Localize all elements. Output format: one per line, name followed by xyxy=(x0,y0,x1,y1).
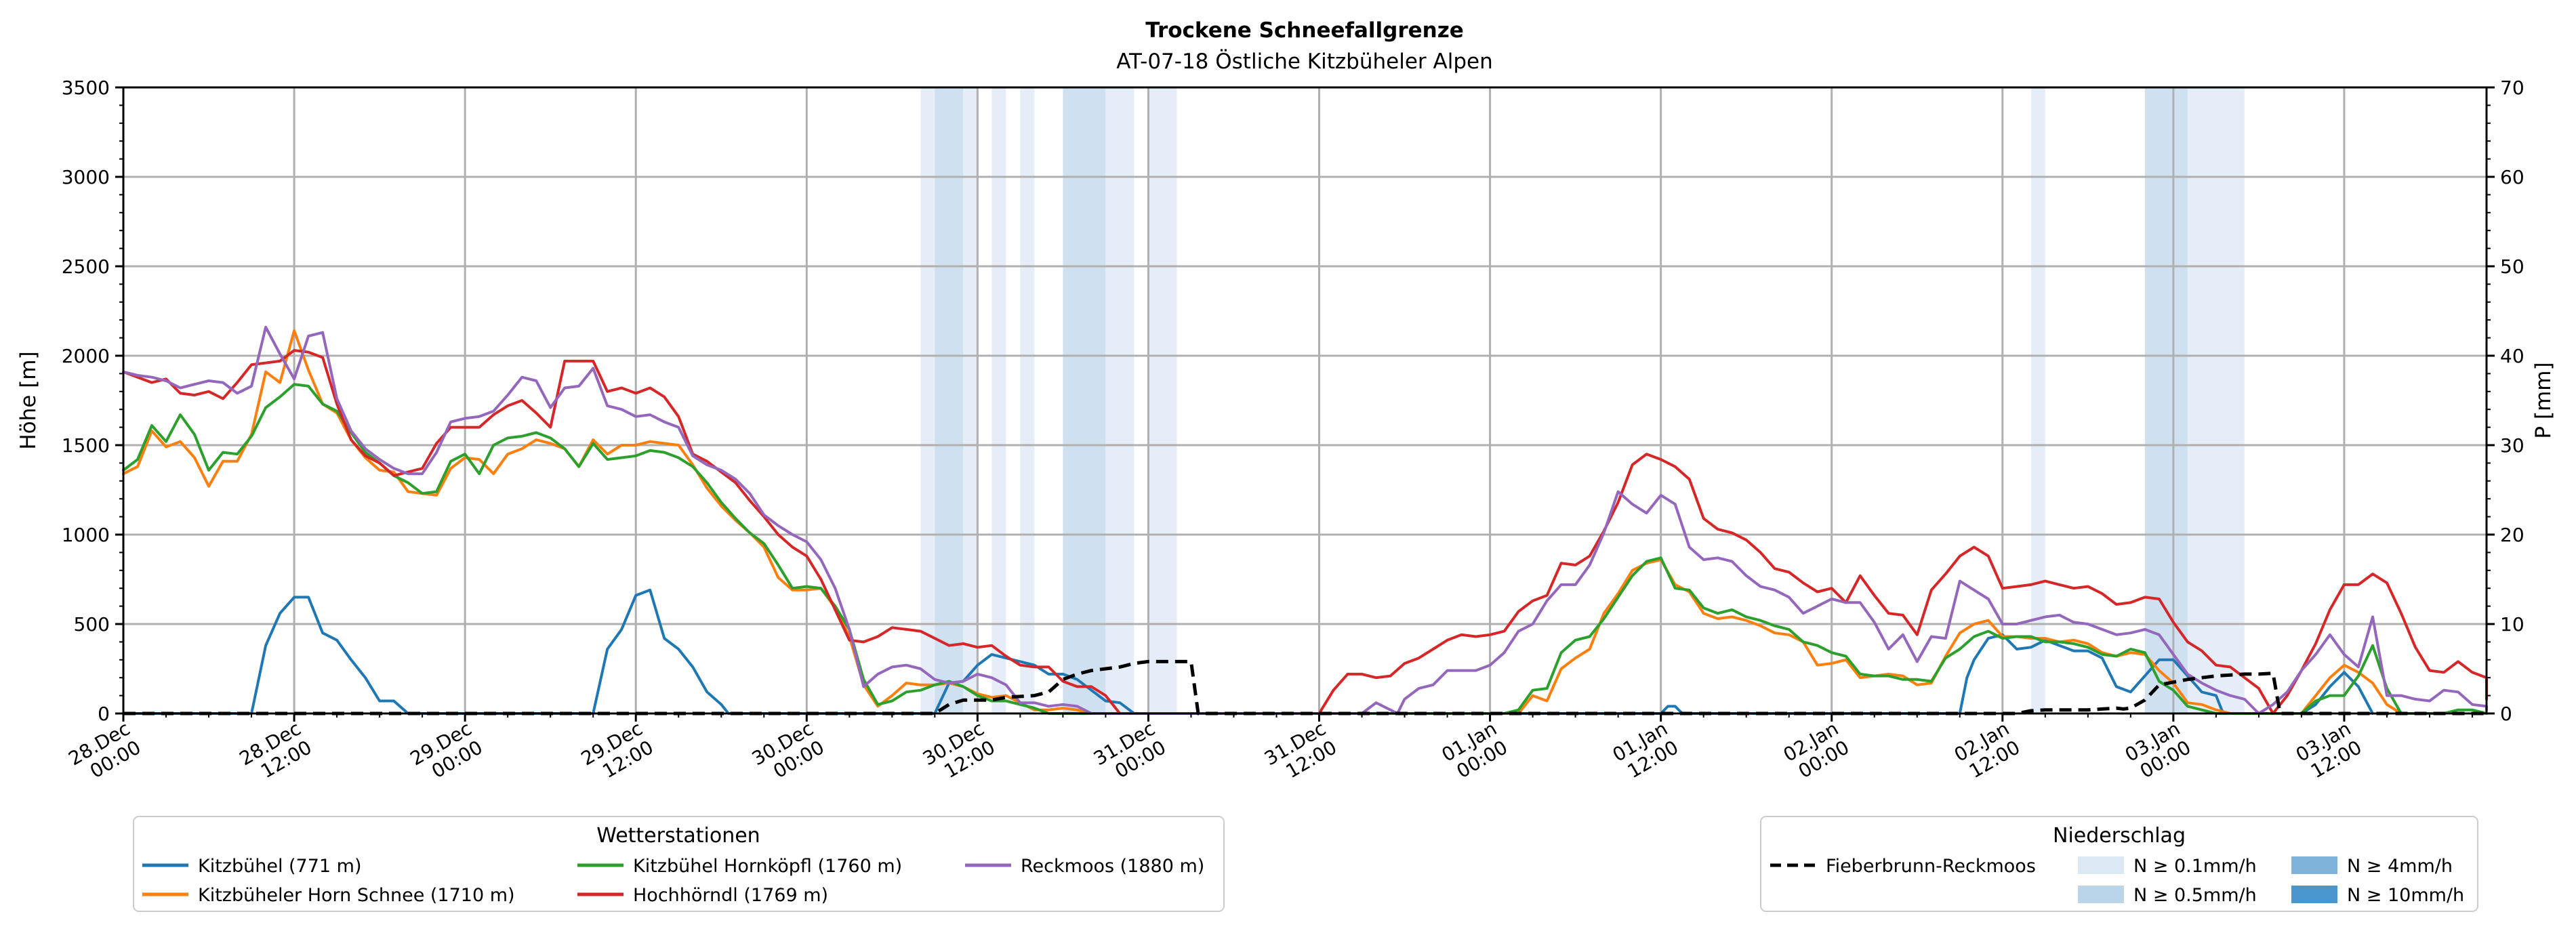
legend-precip-line-label: Fieberbrunn-Reckmoos xyxy=(1826,856,2036,877)
legend-precip-swatch-1 xyxy=(2078,886,2124,903)
y-right-tick-label-3: 30 xyxy=(2500,434,2524,457)
y-right-tick-label-6: 60 xyxy=(2500,166,2524,188)
legend-stations-title: Wetterstationen xyxy=(596,824,760,848)
y-tick-label-0: 0 xyxy=(98,703,110,725)
legend-station-label-0: Kitzbühel (771 m) xyxy=(198,856,362,877)
legend-precip-label-2: N ≥ 4mm/h xyxy=(2347,856,2453,877)
legend-station-label-4: Reckmoos (1880 m) xyxy=(1021,856,1204,877)
precip-band-1 xyxy=(935,87,964,713)
plot-frame xyxy=(122,86,2488,715)
series-line-5 xyxy=(123,659,2487,716)
legend-station-label-2: Kitzbühel Hornköpfl (1760 m) xyxy=(633,856,902,877)
y-axis-right-label: P [mm] xyxy=(2531,362,2556,438)
y-right-tick-label-0: 0 xyxy=(2500,703,2512,725)
precip-band-7 xyxy=(1148,87,1177,713)
series-lines xyxy=(122,325,2488,716)
grid-lines xyxy=(122,86,2487,715)
legend-precip-label-3: N ≥ 10mm/h xyxy=(2347,885,2464,906)
series-line-2 xyxy=(122,383,2488,715)
y-tick-label-4: 2000 xyxy=(62,345,110,367)
legend-stations-entries: Kitzbühel (771 m) Kitzbüheler Horn Schnee… xyxy=(142,856,1204,906)
precip-band-0 xyxy=(920,87,935,713)
precip-band-4 xyxy=(1020,87,1035,713)
precip-band-3 xyxy=(991,87,1006,713)
legend-precip-label-0: N ≥ 0.1mm/h xyxy=(2133,856,2257,877)
precip-band-6 xyxy=(1105,87,1134,713)
legend-stations-box xyxy=(133,816,1225,912)
series-line-4 xyxy=(122,325,2488,715)
precip-band-5 xyxy=(1063,87,1106,713)
y-tick-label-3: 1500 xyxy=(62,434,110,457)
legend-precip-swatch-0 xyxy=(2078,856,2124,874)
y-right-tick-label-2: 20 xyxy=(2500,524,2524,546)
legend-precip-title: Niederschlag xyxy=(2053,824,2186,848)
y-right-tick-label-4: 40 xyxy=(2500,345,2524,367)
chart-title: Trockene Schneefallgrenze xyxy=(1145,18,1464,43)
precip-band-8 xyxy=(2030,87,2045,713)
y-right-tick-label-5: 50 xyxy=(2500,255,2524,278)
legend-precip-swatch-2 xyxy=(2291,856,2337,874)
precip-band-10 xyxy=(2187,87,2245,713)
precip-band-9 xyxy=(2144,87,2188,713)
y-tick-label-6: 3000 xyxy=(62,166,110,188)
y-tick-label-1: 500 xyxy=(74,613,110,636)
legend-precip-swatch-3 xyxy=(2291,886,2337,903)
series-line-3 xyxy=(122,349,2488,715)
precipitation-bands xyxy=(920,87,2245,713)
y-right-tick-label-1: 10 xyxy=(2500,613,2524,636)
y-tick-label-2: 1000 xyxy=(62,524,110,546)
y-right-tick-label-7: 70 xyxy=(2500,77,2524,99)
legend-station-label-1: Kitzbüheler Horn Schnee (1710 m) xyxy=(198,885,515,906)
chart-subtitle: AT-07-18 Östliche Kitzbüheler Alpen xyxy=(1116,49,1492,74)
legend-station-label-3: Hochhörndl (1769 m) xyxy=(633,885,828,906)
legend-precip-levels: N ≥ 0.1mm/h N ≥ 0.5mm/h N ≥ 4mm/h N ≥ 10mm/… xyxy=(2078,856,2464,906)
legend-precip-label-1: N ≥ 0.5mm/h xyxy=(2133,885,2257,906)
y-axis-label: Höhe [m] xyxy=(16,351,41,449)
y-tick-label-7: 3500 xyxy=(62,77,110,99)
precip-band-2 xyxy=(963,87,978,713)
y-tick-label-5: 2500 xyxy=(62,255,110,278)
